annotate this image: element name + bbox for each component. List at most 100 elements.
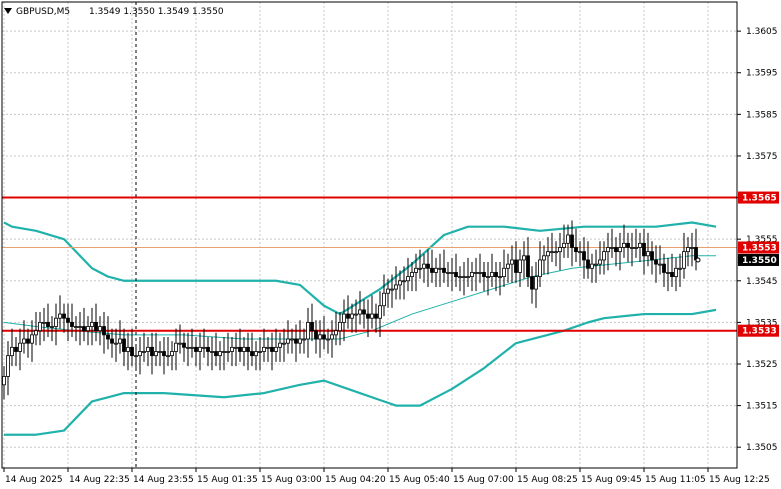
- candle-body: [350, 313, 354, 319]
- price-tags: 1.3565 1.3553 1.3550 1.3533: [738, 191, 779, 337]
- candle-body: [378, 305, 382, 319]
- candle: [662, 253, 666, 288]
- candle: [338, 311, 342, 346]
- candle: [402, 266, 406, 300]
- candle-body: [390, 288, 394, 291]
- candle-body: [354, 313, 358, 316]
- candle: [558, 232, 562, 271]
- time-axis[interactable]: 14 Aug 2025 14 Aug 22:35 14 Aug 23:55 15 Au…: [3, 468, 770, 485]
- candle-body: [290, 338, 294, 341]
- price-tag-label: 1.3553: [742, 243, 777, 253]
- candle-body: [190, 346, 194, 349]
- candle: [386, 278, 390, 308]
- candle-body: [526, 255, 530, 278]
- candle: [474, 257, 478, 292]
- candle-body: [238, 346, 242, 352]
- time-tick-label: 14 Aug 23:55: [133, 475, 194, 485]
- candle-body: [462, 276, 466, 279]
- candle: [530, 266, 534, 304]
- candle: [502, 249, 506, 288]
- candle-body: [574, 247, 578, 253]
- candle-body: [294, 338, 298, 344]
- candle: [590, 253, 594, 283]
- candle-body: [194, 346, 198, 352]
- candle: [562, 224, 566, 258]
- price-tick-label: 1.3515: [746, 402, 778, 412]
- candle-body: [618, 247, 622, 253]
- candle-body: [690, 247, 694, 249]
- candle-body: [166, 355, 170, 358]
- time-tick-label: 15 Aug 04:20: [325, 475, 386, 485]
- chart-header: GBPUSD,M5 1.3549 1.3550 1.3549 1.3550: [4, 7, 224, 17]
- candle: [254, 341, 258, 371]
- candle: [118, 320, 122, 354]
- candle-body: [186, 346, 190, 349]
- candle-body: [534, 276, 538, 290]
- candle: [462, 262, 466, 296]
- candle-body: [398, 280, 402, 286]
- candle-body: [218, 351, 222, 357]
- candle: [38, 311, 42, 346]
- candle-body: [302, 338, 306, 341]
- candle: [326, 328, 330, 354]
- candle-body: [258, 351, 262, 353]
- candle: [138, 336, 142, 375]
- price-tag-label: 1.3565: [742, 194, 777, 204]
- candle-body: [622, 242, 626, 248]
- candle-body: [230, 346, 234, 352]
- candle-body: [410, 272, 414, 278]
- candle: [314, 320, 318, 354]
- candle: [194, 336, 198, 367]
- candle: [186, 332, 190, 367]
- candle: [582, 237, 586, 279]
- candle: [6, 341, 10, 396]
- candle: [158, 341, 162, 367]
- candle: [62, 303, 66, 333]
- candle-body: [262, 346, 266, 352]
- candle-body: [418, 267, 422, 270]
- candle: [422, 253, 426, 283]
- candle-body: [246, 346, 250, 352]
- candle: [10, 328, 14, 367]
- candle-body: [450, 272, 454, 274]
- candle-body: [562, 242, 566, 248]
- candle-body: [34, 330, 38, 336]
- candle: [150, 332, 154, 375]
- candle: [670, 253, 674, 288]
- candle-body: [630, 247, 634, 249]
- candle: [318, 320, 322, 358]
- candle: [58, 295, 62, 329]
- candle: [578, 241, 582, 267]
- candle-body: [430, 267, 434, 273]
- last-price-marker: [695, 257, 701, 263]
- candle-body: [10, 346, 14, 357]
- candle: [398, 270, 402, 300]
- candle-body: [550, 251, 554, 254]
- price-tick-label: 1.3575: [746, 152, 778, 162]
- candle-body: [126, 346, 130, 352]
- candle-body: [510, 259, 514, 265]
- candle-body: [606, 247, 610, 253]
- candle: [70, 303, 74, 337]
- candle-body: [114, 342, 118, 345]
- candle-body: [142, 351, 146, 353]
- chart-grid: [2, 2, 737, 468]
- candle: [446, 262, 450, 288]
- candle: [506, 253, 510, 283]
- candle: [206, 336, 210, 367]
- candle-body: [102, 326, 106, 336]
- candle: [106, 316, 110, 350]
- candle: [34, 311, 38, 346]
- candle-body: [18, 342, 22, 352]
- candle: [370, 295, 374, 329]
- triangle-down-icon[interactable]: [4, 8, 12, 14]
- candle: [14, 336, 18, 367]
- candle: [146, 336, 150, 367]
- candle-body: [106, 334, 110, 340]
- candle: [546, 237, 550, 275]
- candle-body: [242, 346, 246, 352]
- candle-body: [38, 321, 42, 332]
- candle-body: [554, 251, 558, 254]
